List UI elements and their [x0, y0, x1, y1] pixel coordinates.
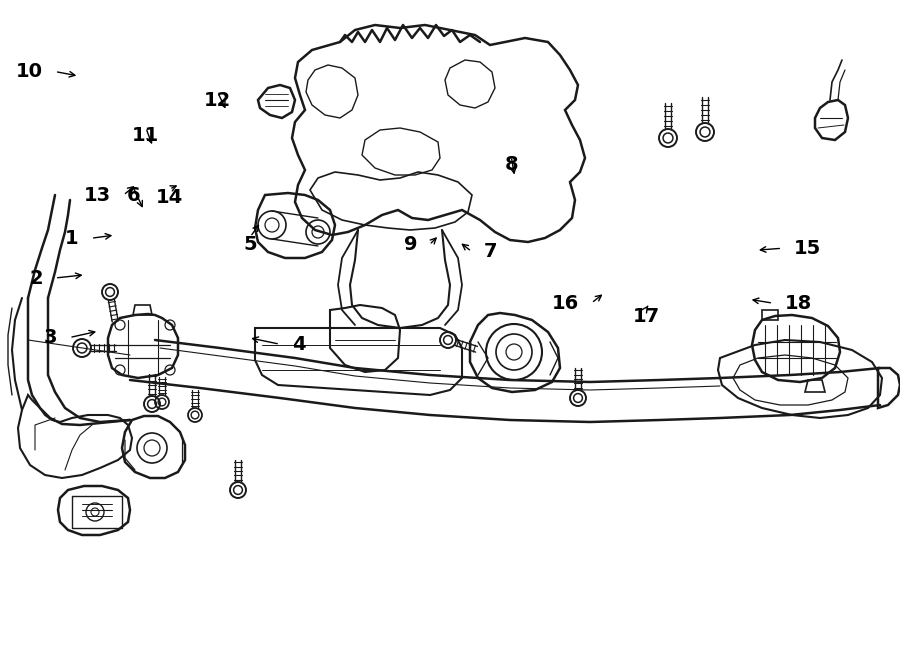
Text: 14: 14: [156, 188, 183, 207]
Text: 18: 18: [785, 294, 813, 312]
Text: 15: 15: [794, 239, 822, 258]
Text: 7: 7: [483, 242, 497, 261]
Text: 8: 8: [504, 155, 518, 173]
Text: 4: 4: [292, 335, 306, 354]
Text: 11: 11: [132, 126, 159, 145]
Text: 3: 3: [44, 328, 58, 347]
Text: 5: 5: [243, 236, 257, 254]
Text: 16: 16: [552, 294, 580, 312]
Text: 13: 13: [84, 186, 112, 205]
Text: 6: 6: [126, 186, 140, 205]
Text: 1: 1: [65, 229, 79, 248]
Text: 17: 17: [633, 307, 660, 326]
Text: 12: 12: [204, 91, 231, 110]
Text: 2: 2: [29, 269, 43, 287]
Text: 10: 10: [16, 62, 43, 81]
Text: 9: 9: [404, 236, 418, 254]
